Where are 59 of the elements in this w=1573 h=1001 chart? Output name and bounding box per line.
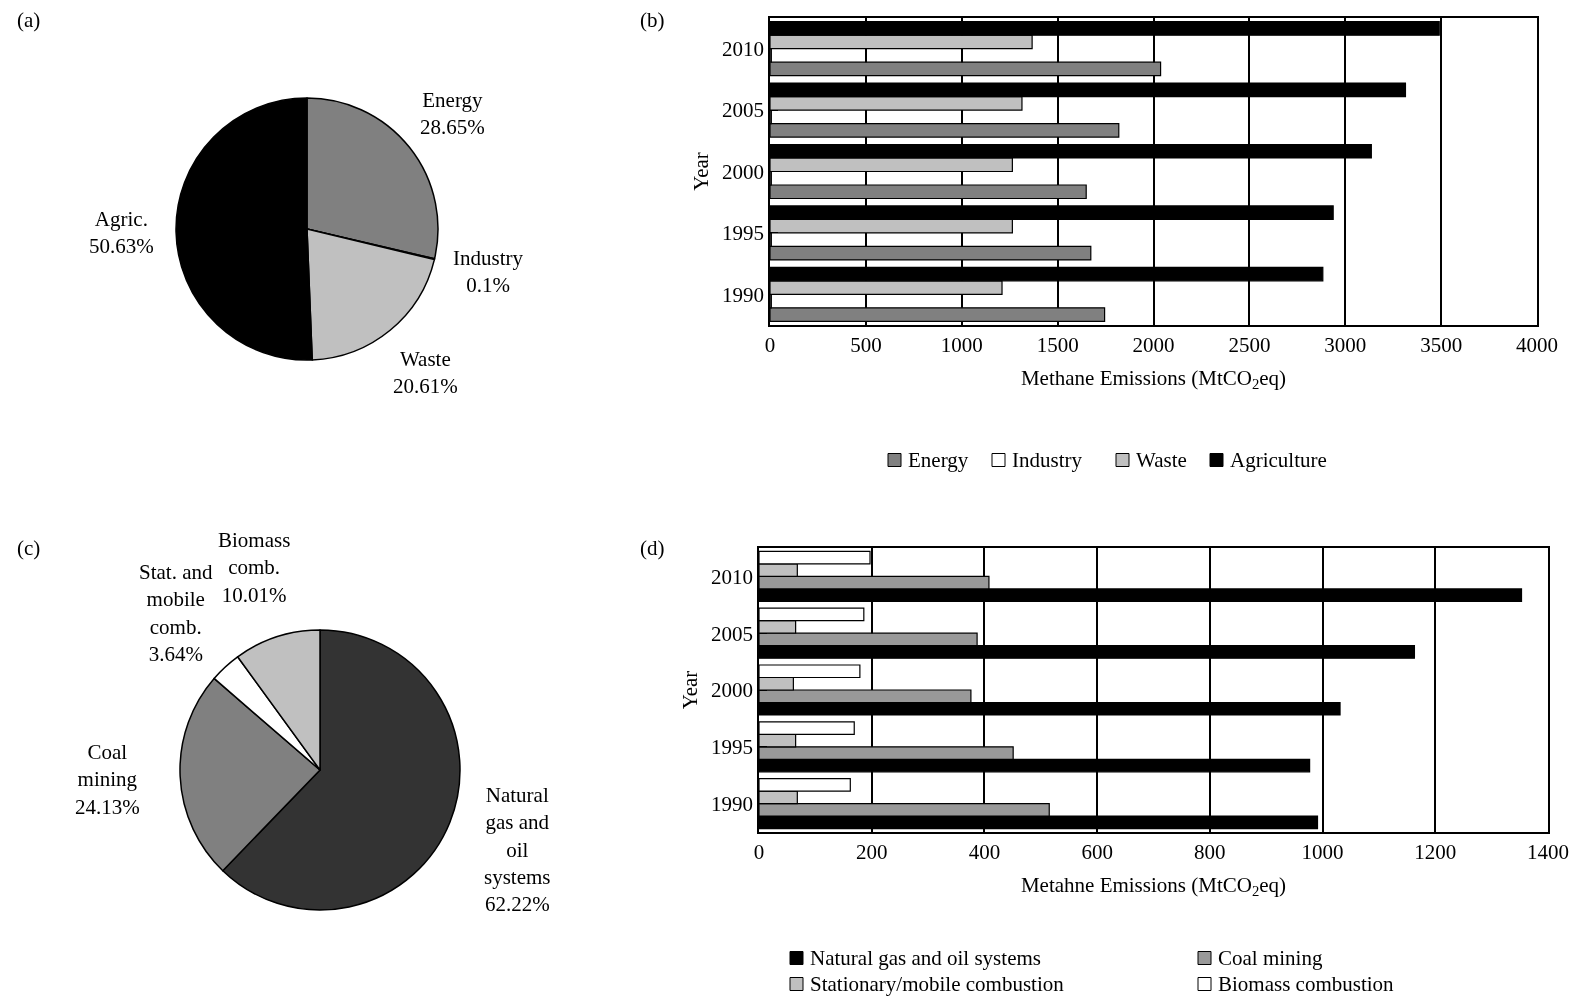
slice-label: Stat. and mobile comb.	[139, 560, 213, 639]
x-tick-label: 1000	[1301, 839, 1344, 864]
x-tick-label: 0	[764, 332, 776, 357]
x-tick-label: 0	[753, 839, 765, 864]
chart-title: (c)	[17, 536, 41, 560]
x-tick-label: 400	[968, 839, 1001, 864]
x-tick-label: 1200	[1414, 839, 1457, 864]
x-tick-label: 1000	[940, 332, 983, 357]
x-tick-label: 3500	[1420, 332, 1463, 357]
data-label: 3.64%	[148, 641, 203, 666]
legend-label: Stationary/mobile combustion	[810, 972, 1065, 996]
y-tick-label: 2000	[722, 159, 765, 184]
slice-label: Biomass comb.	[218, 528, 291, 580]
y-tick-label: 2010	[711, 564, 754, 589]
legend-label: Waste	[1136, 448, 1187, 472]
legend-label: Industry	[1012, 448, 1083, 472]
x-tick-label: 1400	[1527, 839, 1569, 864]
legend-label: Natural gas and oil systems	[810, 946, 1041, 970]
x-tick-label: 500	[850, 332, 882, 357]
data-label: 10.01%	[221, 582, 287, 607]
data-label: 62.22%	[484, 892, 550, 917]
y-tick-label: 2000	[711, 678, 754, 703]
y-tick-label: 2005	[722, 98, 765, 123]
data-label: 24.13%	[75, 794, 140, 819]
chart-title: (a)	[17, 8, 41, 32]
slice-label: Waste	[399, 347, 451, 371]
x-tick-label: 3000	[1324, 332, 1367, 357]
y-tick-label: 1990	[711, 791, 754, 816]
x-tick-label: 2000	[1132, 332, 1175, 357]
slice-label: Industry	[453, 246, 524, 270]
slice-label: Energy	[422, 88, 483, 112]
legend-label: Coal mining	[1218, 946, 1323, 970]
y-tick-label: 2010	[722, 37, 765, 62]
slice-label: Agric.	[94, 207, 148, 231]
slice-label: Coal mining	[77, 740, 138, 792]
x-tick-label: 2500	[1228, 332, 1271, 357]
data-label: 0.1%	[466, 273, 510, 298]
chart-title: (d)	[640, 536, 665, 560]
legend-label: Biomass combustion	[1218, 972, 1395, 996]
data-label: 50.63%	[89, 234, 154, 259]
data-label: 20.61%	[393, 374, 458, 399]
x-axis-title: Metahne Emissions (MtCO$_{2}$eq)	[1020, 872, 1287, 900]
y-tick-label: 1990	[722, 282, 765, 307]
legend-label: Energy	[908, 448, 969, 472]
slice-label: Natural gas and oil systems	[484, 783, 551, 889]
data-label: 28.65%	[420, 115, 485, 140]
x-tick-label: 600	[1081, 839, 1113, 864]
y-axis-title: Year	[677, 670, 702, 710]
y-tick-label: 1995	[711, 735, 754, 760]
x-axis-title: Methane Emissions (MtCO$_{2}$eq)	[1020, 365, 1287, 393]
x-tick-label: 4000	[1516, 332, 1558, 357]
y-tick-label: 1995	[722, 221, 765, 246]
y-axis-title: Year	[688, 152, 713, 191]
legend-label: Agriculture	[1230, 448, 1327, 472]
x-tick-label: 200	[855, 839, 888, 864]
x-tick-label: 1500	[1036, 332, 1079, 357]
chart-title: (b)	[640, 8, 665, 32]
y-tick-label: 2005	[711, 621, 754, 646]
x-tick-label: 800	[1194, 839, 1226, 864]
